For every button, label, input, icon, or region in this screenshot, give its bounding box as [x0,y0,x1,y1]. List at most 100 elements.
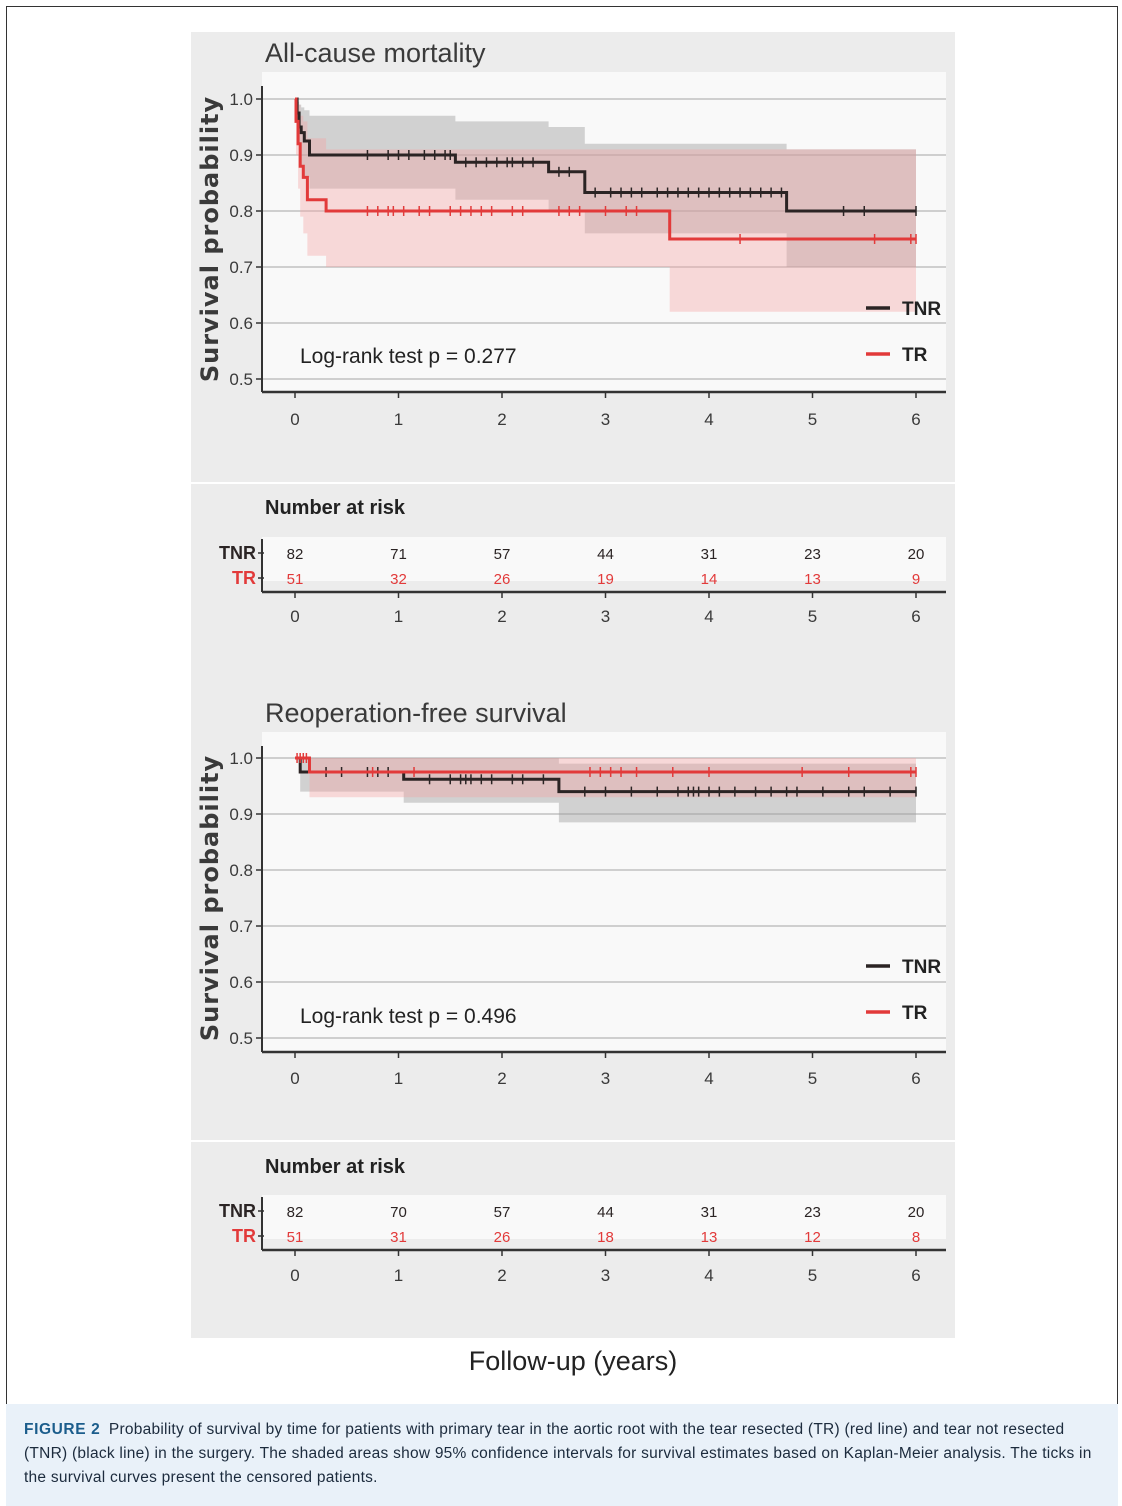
legend-label-tr: TR [902,345,928,366]
risk-value: 20 [908,1204,925,1221]
risk-value: 13 [701,1229,718,1246]
x-tick-label: 1 [394,410,403,429]
risk-value: 26 [494,571,511,588]
x-tick-label: 5 [808,1069,817,1088]
logrank-annotation: Log-rank test p = 0.277 [300,345,517,368]
risk-x-tick-label: 5 [808,607,817,626]
risk-row-label-tr: TR [232,1226,256,1246]
x-axis-label: Follow-up (years) [469,1346,678,1376]
risk-x-tick-label: 6 [911,607,920,626]
risk-x-tick-label: 0 [290,1266,299,1285]
risk-x-tick-label: 1 [394,607,403,626]
plot-area [262,732,946,1052]
y-tick-label: 0.5 [229,370,253,389]
y-tick-label: 0.5 [229,1029,253,1048]
risk-table-title: Number at risk [265,497,406,519]
x-tick-label: 4 [704,410,713,429]
risk-value: 44 [597,546,614,563]
panel-title: Reoperation-free survival [265,698,567,728]
risk-x-tick-label: 5 [808,1266,817,1285]
risk-value: 23 [804,1204,821,1221]
x-tick-label: 3 [601,1069,610,1088]
x-tick-label: 2 [497,1069,506,1088]
survival-curve-tr [295,756,916,774]
figure-frame [6,6,1118,1406]
risk-value: 9 [912,571,920,588]
ci-band-tnr [295,99,916,267]
y-tick-label: 0.7 [229,917,253,936]
risk-value: 12 [804,1229,821,1246]
survival-curve-tr [294,97,916,241]
y-tick-label: 0.7 [229,258,253,277]
x-tick-label: 6 [911,410,920,429]
risk-x-tick-label: 2 [497,607,506,626]
risk-value: 44 [597,1204,614,1221]
y-tick-label: 0.6 [229,973,253,992]
x-tick-label: 2 [497,410,506,429]
y-tick-label: 0.8 [229,202,253,221]
risk-value: 20 [908,546,925,563]
risk-x-tick-label: 1 [394,1266,403,1285]
risk-value: 23 [804,546,821,563]
x-tick-label: 1 [394,1069,403,1088]
risk-x-tick-label: 6 [911,1266,920,1285]
y-tick-label: 0.8 [229,861,253,880]
survival-curve-tnr [295,97,916,213]
figure-caption-text: Probability of survival by time for pati… [24,1421,1092,1486]
figure-label: FIGURE 2 [24,1421,101,1438]
y-axis-label: Survival probability [196,96,224,382]
risk-value: 18 [597,1229,614,1246]
risk-x-tick-label: 3 [601,1266,610,1285]
risk-value: 57 [494,1204,511,1221]
x-tick-label: 0 [290,410,299,429]
figure-caption-box: FIGURE 2 Probability of survival by time… [6,1404,1118,1506]
panel-title: All-cause mortality [265,38,486,68]
risk-row-label-tnr: TNR [219,543,256,563]
risk-x-tick-label: 4 [704,1266,713,1285]
panel-divider [191,1140,955,1142]
panel-2: Reoperation-free survival 0.5 0.6 0.7 0.8 0.9… [191,698,955,1285]
risk-value: 82 [287,1204,304,1221]
x-tick-label: 6 [911,1069,920,1088]
risk-table-area [262,1195,946,1239]
panel-divider [191,482,955,484]
risk-value: 32 [390,571,407,588]
risk-value: 19 [597,571,614,588]
legend-label-tr: TR [902,1003,928,1024]
risk-x-tick-label: 3 [601,607,610,626]
legend-label-tnr: TNR [902,299,941,320]
figure-caption: FIGURE 2 Probability of survival by time… [24,1418,1100,1490]
risk-row-label-tnr: TNR [219,1201,256,1221]
risk-value: 26 [494,1229,511,1246]
risk-value: 31 [390,1229,407,1246]
legend-label-tnr: TNR [902,957,941,978]
risk-value: 8 [912,1229,920,1246]
risk-table-area [262,537,946,581]
risk-row-label-tr: TR [232,568,256,588]
y-tick-label: 0.9 [229,805,253,824]
y-tick-label: 0.9 [229,146,253,165]
logrank-annotation: Log-rank test p = 0.496 [300,1005,517,1028]
panel-1: All-cause mortality 0.5 0.6 0.7 0.8 0.9 1.0 0 1 2… [191,38,955,626]
risk-table-title: Number at risk [265,1156,406,1178]
risk-value: 82 [287,546,304,563]
ci-band-tr [295,758,916,798]
risk-value: 13 [804,571,821,588]
risk-value: 14 [701,571,718,588]
plot-area [262,72,946,392]
risk-x-tick-label: 4 [704,607,713,626]
y-tick-label: 1.0 [229,90,253,109]
x-tick-label: 5 [808,410,817,429]
risk-value: 71 [390,546,407,563]
risk-x-tick-label: 0 [290,607,299,626]
y-tick-label: 1.0 [229,749,253,768]
x-tick-label: 0 [290,1069,299,1088]
x-tick-label: 3 [601,410,610,429]
risk-value: 51 [287,571,304,588]
risk-value: 31 [701,546,718,563]
risk-value: 70 [390,1204,407,1221]
risk-value: 31 [701,1204,718,1221]
risk-value: 57 [494,546,511,563]
risk-value: 51 [287,1229,304,1246]
